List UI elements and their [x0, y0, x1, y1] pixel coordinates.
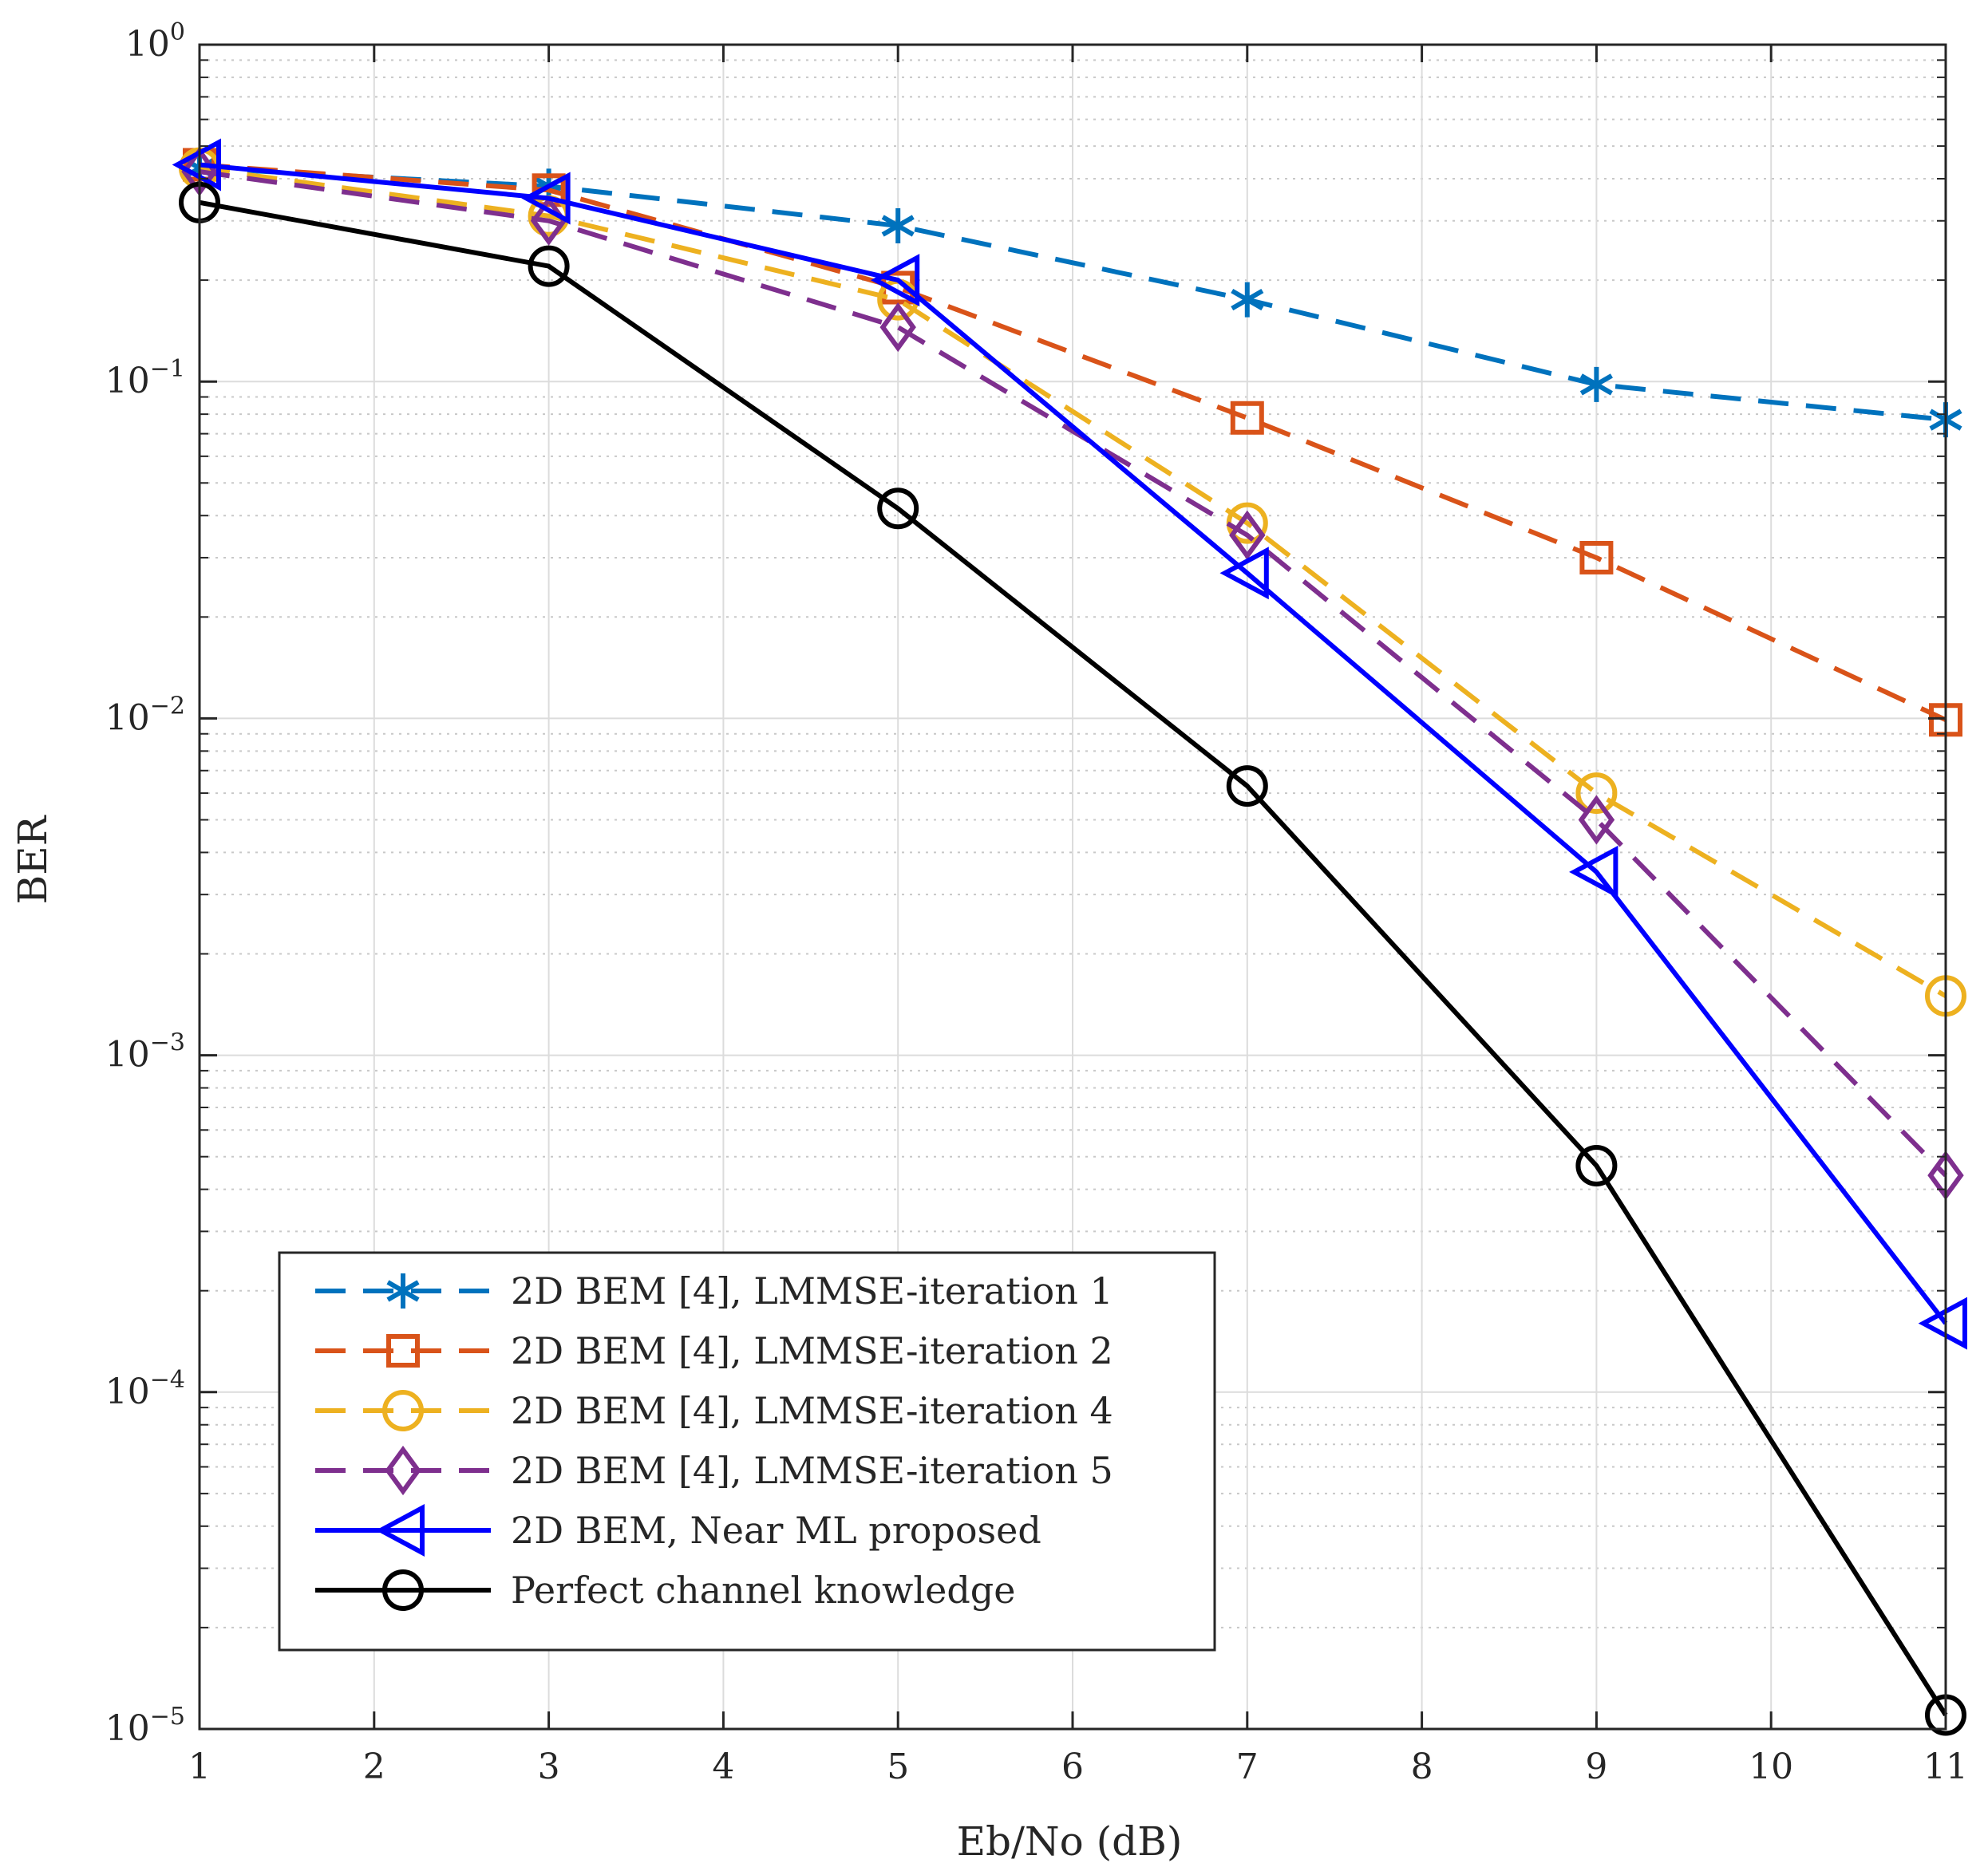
- legend-label: 2D BEM, Near ML proposed: [511, 1509, 1041, 1552]
- data-point: [1230, 401, 1264, 435]
- data-point: [1229, 510, 1266, 560]
- x-tick-label: 10: [1749, 1747, 1793, 1787]
- legend-marker: [382, 1390, 424, 1431]
- legend-marker: [375, 1503, 425, 1557]
- legend-label: 2D BEM [4], LMMSE-iteration 4: [511, 1389, 1113, 1432]
- legend-item: Perfect channel knowledge: [315, 1569, 1015, 1612]
- legend-label: 2D BEM [4], LMMSE-iteration 2: [511, 1329, 1113, 1372]
- legend-item: 2D BEM [4], LMMSE-iteration 1: [315, 1269, 1113, 1312]
- series-line: [199, 165, 1947, 998]
- legend-item: 2D BEM [4], LMMSE-iteration 2: [315, 1329, 1113, 1372]
- legend-item: 2D BEM [4], LMMSE-iteration 5: [315, 1445, 1113, 1496]
- series-line: [199, 169, 1948, 1178]
- data-point: [877, 488, 919, 530]
- legend-label: Perfect channel knowledge: [511, 1569, 1015, 1612]
- data-point: [1579, 540, 1614, 574]
- x-tick-label: 2: [363, 1747, 385, 1787]
- data-point: [521, 172, 571, 225]
- y-tick-label: 10−2: [105, 692, 185, 738]
- series-line: [199, 162, 1948, 1325]
- legend-marker: [382, 1569, 424, 1611]
- data-point: [528, 245, 570, 287]
- series-line: [199, 165, 1947, 423]
- y-tick-label: 10−3: [105, 1029, 185, 1076]
- x-tick-label: 3: [538, 1747, 560, 1787]
- legend-box: [278, 1251, 1216, 1652]
- x-tick-label: 6: [1061, 1747, 1084, 1787]
- axis-ticks: [198, 43, 1947, 1731]
- asterisk-stroke: [1231, 288, 1264, 311]
- data-point: [881, 207, 915, 243]
- asterisk-stroke: [1579, 373, 1613, 396]
- x-tick-label: 9: [1585, 1747, 1607, 1787]
- y-tick-labels: 100 10−1 10−2 10−3 10−4 10−5: [105, 18, 185, 1749]
- legend-marker: [386, 1334, 420, 1368]
- data-point: [1578, 795, 1615, 845]
- legend-item: 2D BEM, Near ML proposed: [315, 1503, 1041, 1557]
- x-tick-label: 1: [188, 1747, 211, 1787]
- x-tick-labels: 1 2 3 4 5 6 7 8 9 10 11: [188, 1747, 1968, 1787]
- data-point: [870, 254, 920, 307]
- y-axis-title: BER: [10, 815, 56, 904]
- data-point: [1226, 765, 1268, 807]
- legend-marker: [386, 1273, 420, 1309]
- x-tick-label: 8: [1411, 1747, 1433, 1787]
- legend: 2D BEM [4], LMMSE-iteration 1 2D BEM [4],…: [278, 1251, 1216, 1652]
- asterisk-stroke: [386, 1280, 420, 1302]
- legend-label: 2D BEM [4], LMMSE-iteration 5: [511, 1449, 1113, 1492]
- x-tick-label: 5: [887, 1747, 909, 1787]
- series-5: [172, 138, 1967, 1350]
- series-line: [199, 162, 1947, 722]
- data-point: [532, 173, 566, 207]
- data-point: [1579, 366, 1613, 402]
- x-axis-title: Eb/No (dB): [957, 1818, 1183, 1865]
- legend-item: 2D BEM [4], LMMSE-iteration 4: [315, 1389, 1113, 1432]
- asterisk-stroke: [881, 215, 915, 237]
- data-point: [1918, 1297, 1967, 1350]
- data-point: [1219, 547, 1269, 600]
- x-tick-label: 4: [712, 1747, 734, 1787]
- data-point: [879, 302, 916, 353]
- series-layer: [172, 138, 1967, 1736]
- series-line: [199, 199, 1948, 1717]
- y-tick-label: 10−5: [105, 1703, 185, 1749]
- y-tick-label: 100: [125, 18, 185, 65]
- x-tick-label: 7: [1236, 1747, 1259, 1787]
- data-point: [172, 138, 221, 191]
- series-6: [179, 181, 1966, 1736]
- legend-label: 2D BEM [4], LMMSE-iteration 1: [511, 1269, 1113, 1312]
- x-tick-label: 11: [1923, 1747, 1968, 1787]
- data-point: [1231, 282, 1264, 318]
- legend-marker: [385, 1445, 421, 1496]
- data-point: [1575, 1145, 1618, 1187]
- y-tick-label: 10−1: [105, 355, 185, 401]
- y-tick-label: 10−4: [105, 1366, 185, 1412]
- data-point: [1575, 772, 1618, 815]
- data-point: [1569, 845, 1618, 898]
